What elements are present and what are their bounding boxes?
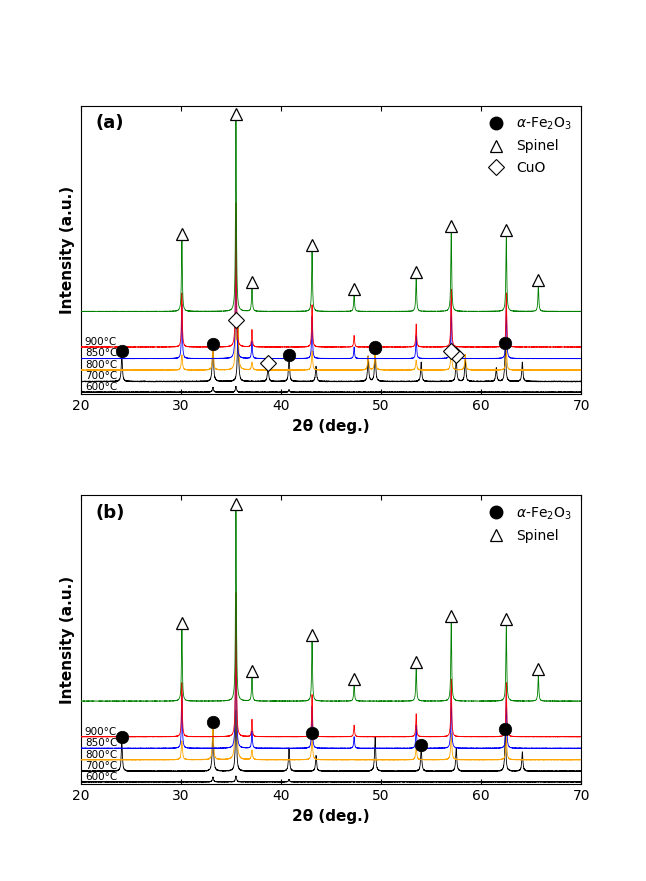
Text: (a): (a) [96, 115, 124, 132]
Text: 800°C: 800°C [85, 360, 117, 370]
Text: 600°C: 600°C [85, 382, 117, 392]
Text: 900°C: 900°C [85, 727, 117, 737]
Text: 900°C: 900°C [85, 337, 117, 347]
Legend: $\alpha$-Fe$_2$O$_3$, Spinel: $\alpha$-Fe$_2$O$_3$, Spinel [477, 500, 578, 549]
X-axis label: 2θ (deg.): 2θ (deg.) [292, 418, 370, 433]
Y-axis label: Intensity (a.u.): Intensity (a.u.) [60, 575, 75, 704]
Text: 850°C: 850°C [85, 738, 117, 748]
Text: 700°C: 700°C [85, 761, 117, 771]
Text: 700°C: 700°C [85, 372, 117, 381]
Y-axis label: Intensity (a.u.): Intensity (a.u.) [60, 186, 75, 315]
Text: 600°C: 600°C [85, 772, 117, 781]
Text: (b): (b) [96, 504, 125, 522]
X-axis label: 2θ (deg.): 2θ (deg.) [292, 809, 370, 824]
Legend: $\alpha$-Fe$_2$O$_3$, Spinel, CuO: $\alpha$-Fe$_2$O$_3$, Spinel, CuO [477, 110, 578, 181]
Text: 800°C: 800°C [85, 750, 117, 759]
Text: 850°C: 850°C [85, 348, 117, 359]
